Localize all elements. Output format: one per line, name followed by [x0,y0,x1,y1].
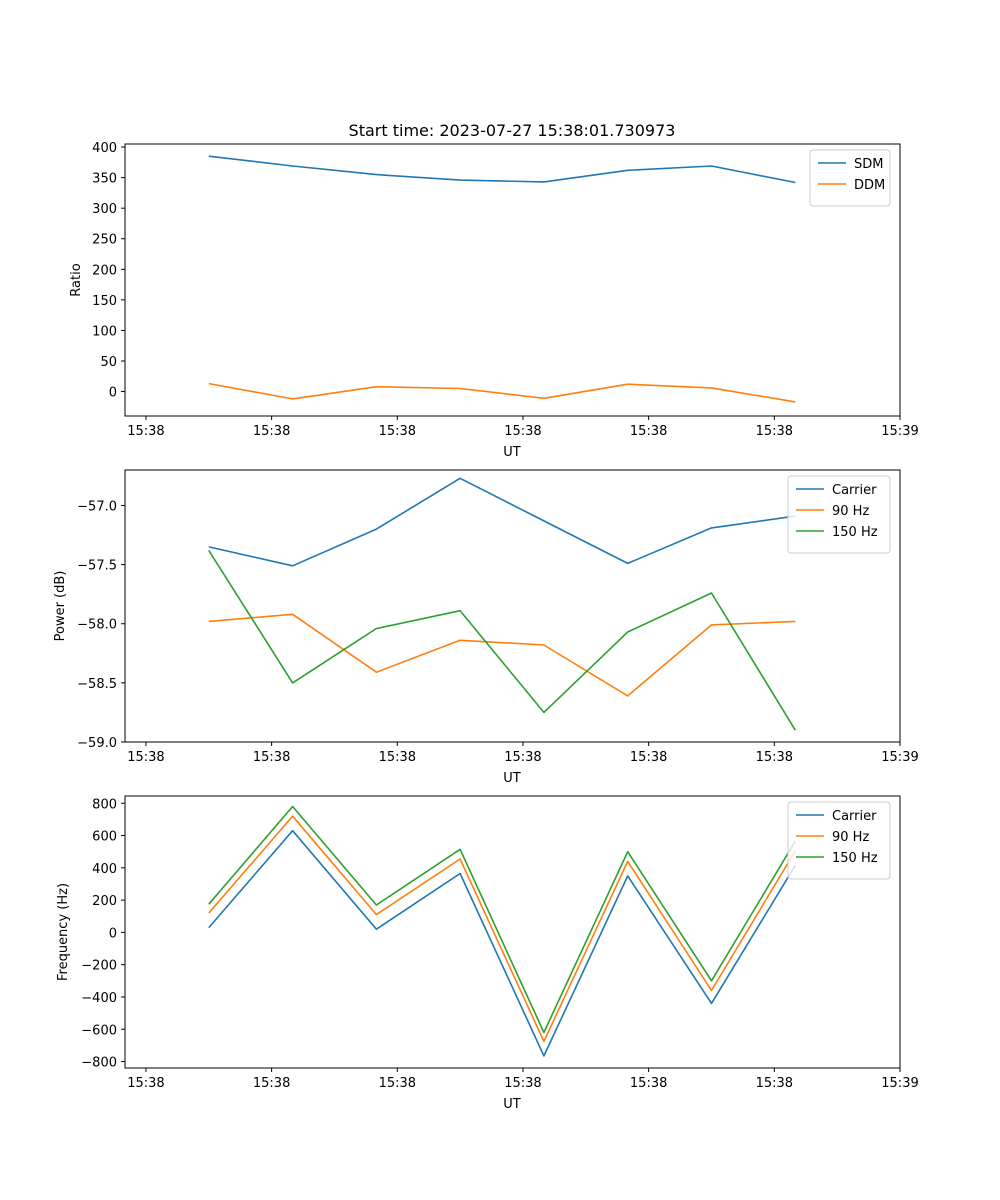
frequency-legend-label: Carrier [832,809,877,824]
power-y-tick-label: −57.5 [77,559,117,574]
frequency-x-tick-label: 15:38 [253,1076,290,1091]
frequency-x-tick-label: 15:38 [630,1076,667,1091]
ratio-plot-area [208,155,796,403]
power-legend-label: Carrier [832,483,877,498]
frequency-y-axis: −800 −600 −400 −200 0 200 400 600 800 [81,797,125,1071]
ratio-y-tick-label: 350 [92,172,117,187]
power-x-tick-label: 15:38 [504,750,541,765]
ratio-legend-label: SDM [854,157,883,172]
frequency-x-tick-label: 15:38 [756,1076,793,1091]
power-y-tick-label: −58.0 [77,618,117,633]
ratio-y-tick-label: 50 [100,355,117,370]
power-plot-area [208,477,796,731]
ratio-x-tick-label: 15:38 [379,424,416,439]
frequency-y-tick-label: −600 [81,1023,117,1038]
frequency-y-axis-label: Frequency (Hz) [56,883,71,981]
frequency-y-tick-label: −400 [81,991,117,1006]
power-y-axis: −59.0 −58.5 −58.0 −57.5 −57.0 [77,499,125,751]
ratio-series-ddm-line [208,382,796,403]
power-y-tick-label: −59.0 [77,736,117,751]
ratio-y-axis-label: Ratio [69,263,84,296]
power-x-tick-label: 15:38 [630,750,667,765]
power-x-tick-label: 15:38 [127,750,164,765]
frequency-x-axis: 15:38 15:38 15:38 15:38 15:38 15:38 15:39 [127,1068,919,1091]
frequency-legend-label: 90 Hz [832,830,869,845]
power-x-tick-label: 15:38 [756,750,793,765]
power-y-axis-label: Power (dB) [53,571,68,642]
frequency-x-tick-label: 15:38 [127,1076,164,1091]
power-legend-label: 90 Hz [832,504,869,519]
ratio-x-tick-label: 15:39 [881,424,918,439]
power-legend-label: 150 Hz [832,525,878,540]
frequency-series-150-hz-line [208,805,796,1034]
frequency-legend-label: 150 Hz [832,851,878,866]
ratio-y-tick-label: 300 [92,202,117,217]
power-x-tick-label: 15:38 [379,750,416,765]
ratio-x-tick-label: 15:38 [127,424,164,439]
ratio-x-axis-label: UT [503,445,521,460]
frequency-y-tick-label: 600 [92,830,117,845]
power-series-150-hz-line [208,549,796,731]
frequency-legend-box [787,801,891,880]
power-x-axis: 15:38 15:38 15:38 15:38 15:38 15:38 15:39 [127,742,919,765]
frequency-y-tick-label: −200 [81,959,117,974]
power-y-tick-label: −58.5 [77,677,117,692]
frequency-y-tick-label: 800 [92,797,117,812]
ratio-axes-frame [124,143,901,417]
ratio-panel: Start time: 2023-07-27 15:38:01.730973 1… [69,121,919,460]
frequency-x-tick-label: 15:38 [379,1076,416,1091]
frequency-x-tick-label: 15:39 [881,1076,918,1091]
ratio-y-tick-label: 250 [92,233,117,248]
power-panel: 15:38 15:38 15:38 15:38 15:38 15:38 15:39 −59.… [53,469,919,786]
frequency-x-axis-label: UT [503,1097,521,1112]
frequency-series-carrier-line [208,829,796,1057]
power-series-carrier-line [208,477,796,567]
power-x-tick-label: 15:39 [881,750,918,765]
ratio-y-tick-label: 200 [92,263,117,278]
ratio-legend: SDM DDM [809,149,891,207]
power-series-90-hz-line [208,613,796,697]
frequency-x-tick-label: 15:38 [504,1076,541,1091]
power-legend: Carrier 90 Hz 150 Hz [787,475,891,554]
power-axes-frame [124,469,901,743]
ratio-y-tick-label: 0 [109,386,117,401]
ratio-x-tick-label: 15:38 [756,424,793,439]
ratio-x-tick-label: 15:38 [253,424,290,439]
frequency-y-tick-label: −800 [81,1056,117,1071]
frequency-panel: 15:38 15:38 15:38 15:38 15:38 15:38 15:39 −800… [56,795,919,1112]
frequency-legend: Carrier 90 Hz 150 Hz [787,801,891,880]
power-x-tick-label: 15:38 [253,750,290,765]
frequency-y-tick-label: 200 [92,894,117,909]
chart-title: Start time: 2023-07-27 15:38:01.730973 [349,121,676,140]
frequency-y-tick-label: 400 [92,862,117,877]
ratio-x-tick-label: 15:38 [504,424,541,439]
frequency-plot-area [208,805,796,1057]
frequency-series-90-hz-line [208,815,796,1043]
ratio-series-sdm-line [208,155,796,184]
ratio-legend-label: DDM [854,178,885,193]
ratio-legend-box [809,149,891,207]
ratio-y-axis: 0 50 100 150 200 250 300 350 400 [92,141,125,401]
power-legend-box [787,475,891,554]
power-y-tick-label: −57.0 [77,499,117,514]
power-x-axis-label: UT [503,771,521,786]
ratio-x-tick-label: 15:38 [630,424,667,439]
ratio-y-tick-label: 100 [92,324,117,339]
ratio-x-axis: 15:38 15:38 15:38 15:38 15:38 15:38 15:39 [127,416,919,439]
ratio-y-tick-label: 400 [92,141,117,156]
frequency-y-tick-label: 0 [109,926,117,941]
ratio-y-tick-label: 150 [92,294,117,309]
